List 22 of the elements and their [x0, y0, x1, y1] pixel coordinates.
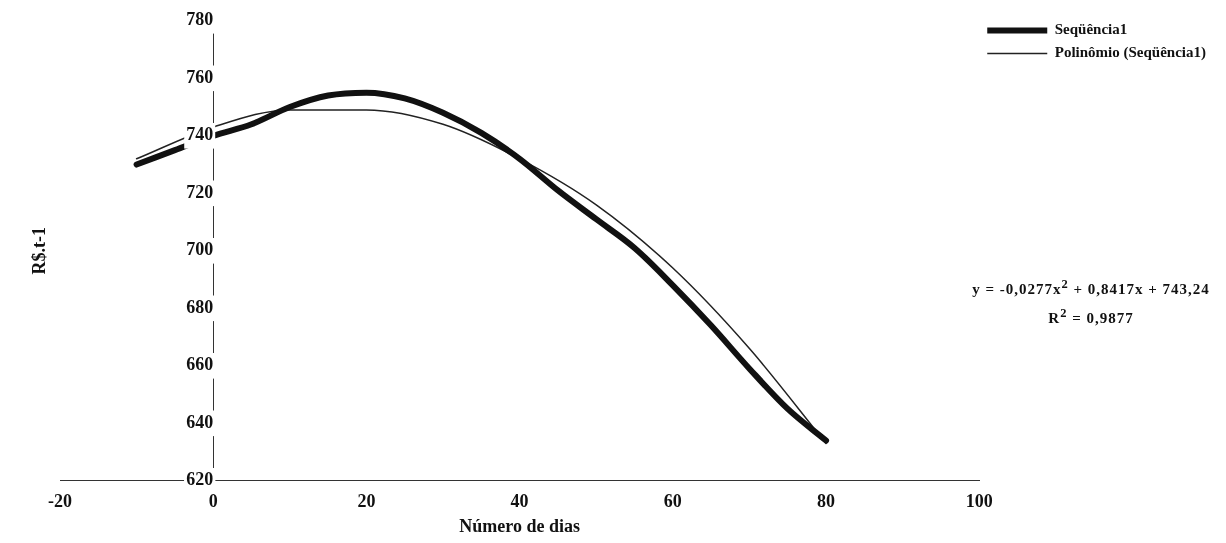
y-tick-label: 760	[186, 66, 214, 87]
x-tick-label: 40	[510, 491, 529, 512]
y-tick-label: 680	[186, 296, 214, 317]
y-tick-label: 660	[186, 354, 214, 375]
y-tick-label: 720	[186, 181, 214, 202]
legend-label: Seqüência1	[1054, 21, 1128, 38]
legend-label: Polinômio (Seqüência1)	[1054, 44, 1207, 62]
text: R$^{2}$ = 0,9877	[1047, 305, 1135, 328]
x-tick-label: 100	[965, 491, 993, 512]
y-tick-label: 700	[186, 239, 214, 260]
y-tick-label: 780	[186, 9, 214, 30]
y-tick-label: 640	[186, 411, 214, 432]
y-axis-title: R$.t-1	[28, 227, 49, 275]
x-tick-label: 80	[817, 491, 836, 512]
x-tick-label: 60	[663, 491, 682, 512]
x-tick-label: 20	[357, 491, 376, 512]
y-tick-label: 740	[186, 124, 214, 145]
x-axis-title: Número de dias	[459, 515, 580, 536]
x-tick-label: -20	[48, 491, 72, 512]
x-tick-label: 0	[208, 491, 218, 512]
y-tick-label: 620	[186, 469, 214, 490]
annotation: y = -0,0277x$^{2}$ + 0,8417x + 743,24	[971, 276, 1211, 299]
